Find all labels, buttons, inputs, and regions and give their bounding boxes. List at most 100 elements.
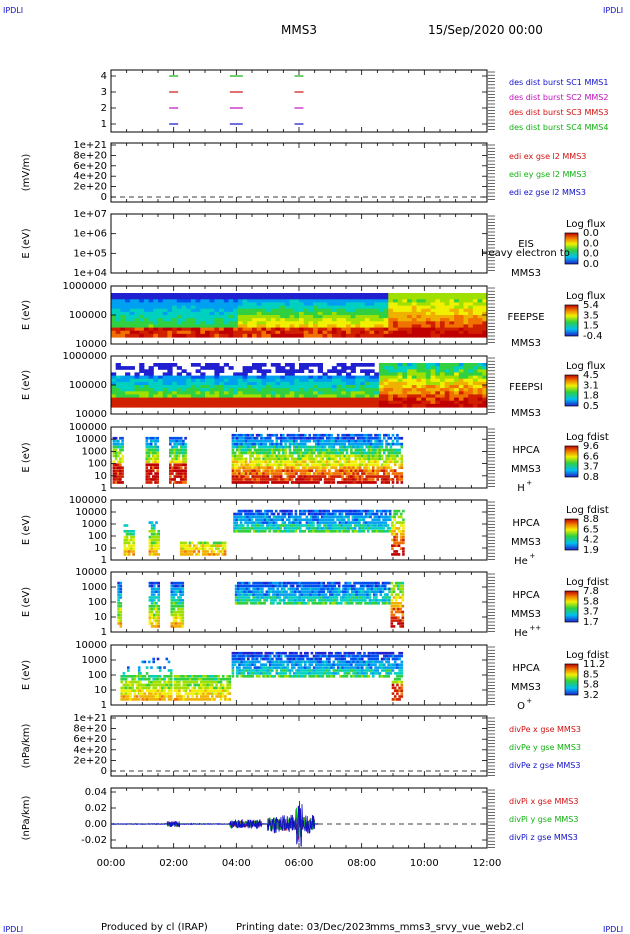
spectro-cell <box>454 299 460 303</box>
spectro-cell <box>421 372 427 377</box>
spectro-cell <box>289 311 295 316</box>
spectro-cell <box>171 472 174 475</box>
spectro-cell <box>383 478 386 481</box>
spectro-cell <box>242 318 248 322</box>
spectro-cell <box>214 318 220 322</box>
spectro-cell <box>339 481 342 484</box>
spectro-cell <box>181 378 187 383</box>
spectro-cell <box>336 302 342 307</box>
spectro-cell <box>258 448 261 452</box>
spectro-cell <box>421 315 427 319</box>
spectro-cell <box>356 448 360 452</box>
spectro-cell <box>315 466 318 469</box>
spectro-cell <box>284 391 291 395</box>
spectro-cell <box>256 403 262 408</box>
spectro-cell <box>393 553 396 556</box>
spectro-cell <box>322 311 328 316</box>
spectro-cell <box>154 472 157 475</box>
spectro-cell <box>356 521 359 524</box>
spectro-cell <box>449 321 455 325</box>
spectro-cell <box>367 481 371 484</box>
spectro-cell <box>266 466 270 469</box>
spectro-cell <box>336 475 340 478</box>
spectro-cell <box>284 302 291 307</box>
spectro-cell <box>331 524 335 527</box>
spectro-cell <box>374 436 377 440</box>
spectro-cell <box>331 388 338 392</box>
spectro-cell <box>312 530 315 533</box>
spectro-cell <box>195 327 201 332</box>
spectro-cell <box>350 445 353 449</box>
spectro-cell <box>147 442 151 446</box>
y-axis-label: E (eV) <box>21 300 32 330</box>
spectro-cell <box>182 472 185 475</box>
spectro-cell <box>195 385 201 389</box>
spectro-cell <box>112 472 116 475</box>
spectro-cell <box>195 397 201 402</box>
spectro-cell <box>411 366 417 370</box>
spectro-cell <box>119 604 123 608</box>
spectro-cell <box>294 327 300 332</box>
spectro-cell <box>323 518 326 521</box>
spectro-cell <box>111 381 117 386</box>
spectro-cell <box>208 553 211 556</box>
spectro-cell <box>393 515 396 519</box>
spectro-cell <box>125 400 131 405</box>
spectro-cell <box>112 448 116 452</box>
spectro-cell <box>397 363 403 367</box>
spectro-cell <box>444 397 450 402</box>
spectro-cell <box>378 397 385 402</box>
spectro-cell <box>200 311 206 316</box>
spectro-cell <box>184 442 187 446</box>
spectro-cell <box>233 397 239 402</box>
spectro-cell <box>346 318 352 322</box>
spectro-cell <box>242 302 248 307</box>
spectro-cell <box>297 469 300 472</box>
spectro-cell <box>308 333 314 338</box>
y-tick-label: 100000 <box>69 380 107 391</box>
spectro-cell <box>336 378 342 383</box>
spectro-cell <box>482 394 488 399</box>
spectro-cell <box>281 524 285 527</box>
spectro-cell <box>336 318 342 322</box>
spectro-cell <box>147 478 151 481</box>
spectro-cell <box>247 478 250 481</box>
spectro-cell <box>290 472 294 475</box>
spectro-cell <box>121 481 124 484</box>
spectro-cell <box>365 478 368 481</box>
spectro-cell <box>449 363 455 367</box>
spectro-cell <box>258 433 261 437</box>
spectro-cell <box>463 381 469 386</box>
spectro-cell <box>352 469 355 472</box>
spectro-cell <box>299 315 305 319</box>
spectro-cell <box>364 324 370 329</box>
spectro-cell <box>240 442 243 446</box>
spectro-cell <box>134 375 140 380</box>
spectro-cell <box>435 381 441 386</box>
spectro-cell <box>312 445 316 449</box>
spectro-cell <box>277 451 281 455</box>
spectro-cell <box>167 391 173 395</box>
spectro-cell <box>383 400 389 405</box>
y-tick-label: 1000 <box>82 446 107 457</box>
spectro-cell <box>482 321 488 325</box>
spectro-cell <box>393 512 396 516</box>
spectro-cell <box>294 330 300 335</box>
spectro-cell <box>260 445 263 449</box>
spectro-cell <box>176 375 182 380</box>
spectro-cell <box>325 515 328 519</box>
spectro-cell <box>435 333 441 338</box>
spectro-cell <box>175 445 179 449</box>
spectro-cell <box>312 475 316 478</box>
spectro-cell <box>310 527 313 530</box>
spectro-cell <box>325 472 329 475</box>
spectro-cell <box>200 318 206 322</box>
spectro-cell <box>315 442 318 446</box>
spectro-cell <box>299 451 303 455</box>
spectro-cell <box>184 451 187 455</box>
spectro-cell <box>350 451 353 455</box>
spectro-cell <box>268 472 272 475</box>
spectro-cell <box>219 333 225 338</box>
spectro-cell <box>255 509 258 513</box>
spectro-cell <box>247 315 253 319</box>
